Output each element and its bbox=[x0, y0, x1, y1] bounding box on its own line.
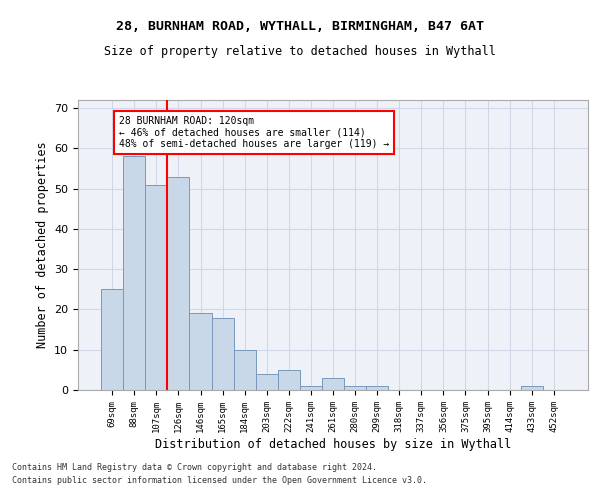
Bar bbox=[190, 314, 212, 390]
Bar bbox=[123, 156, 145, 390]
Bar bbox=[256, 374, 278, 390]
Bar bbox=[233, 350, 256, 390]
Bar bbox=[145, 184, 167, 390]
Text: Contains HM Land Registry data © Crown copyright and database right 2024.
Contai: Contains HM Land Registry data © Crown c… bbox=[12, 464, 427, 485]
Bar bbox=[300, 386, 322, 390]
Bar bbox=[101, 290, 123, 390]
Text: Size of property relative to detached houses in Wythall: Size of property relative to detached ho… bbox=[104, 45, 496, 58]
Bar bbox=[212, 318, 233, 390]
Bar bbox=[521, 386, 543, 390]
Text: 28 BURNHAM ROAD: 120sqm
← 46% of detached houses are smaller (114)
48% of semi-d: 28 BURNHAM ROAD: 120sqm ← 46% of detache… bbox=[119, 116, 389, 150]
X-axis label: Distribution of detached houses by size in Wythall: Distribution of detached houses by size … bbox=[155, 438, 511, 450]
Text: 28, BURNHAM ROAD, WYTHALL, BIRMINGHAM, B47 6AT: 28, BURNHAM ROAD, WYTHALL, BIRMINGHAM, B… bbox=[116, 20, 484, 33]
Bar bbox=[278, 370, 300, 390]
Bar bbox=[366, 386, 388, 390]
Bar bbox=[322, 378, 344, 390]
Bar bbox=[167, 176, 190, 390]
Bar bbox=[344, 386, 366, 390]
Y-axis label: Number of detached properties: Number of detached properties bbox=[35, 142, 49, 348]
